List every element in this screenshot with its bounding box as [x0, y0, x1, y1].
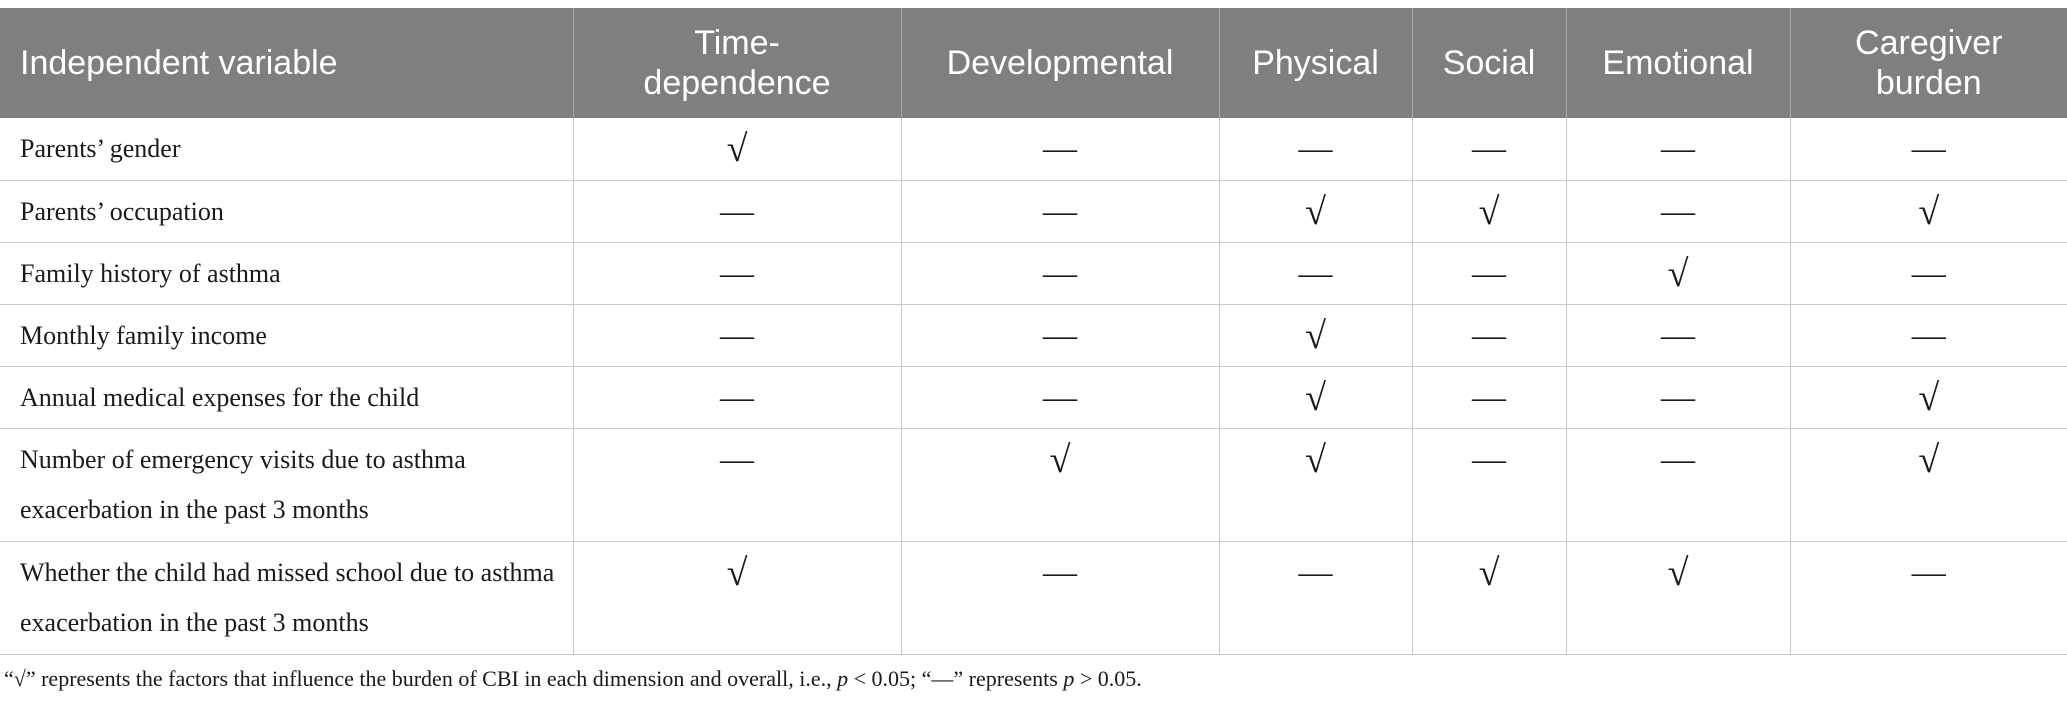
row-label: Number of emergency visits due to asthma… [0, 428, 574, 542]
cell-social: √ [1412, 541, 1567, 655]
results-table: Independent variable Time- dependence De… [0, 8, 2067, 655]
table-footnote: “√” represents the factors that influenc… [4, 666, 1142, 692]
header-independent-variable: Independent variable [0, 8, 574, 118]
row-label: Parents’ gender [0, 118, 574, 181]
cell-physical: — [1219, 118, 1413, 181]
table-row: Whether the child had missed school due … [0, 541, 2067, 655]
cell-time-dependence: — [573, 180, 902, 243]
cell-emotional: — [1566, 118, 1791, 181]
cell-social: — [1412, 428, 1567, 542]
cell-developmental: — [901, 541, 1220, 655]
cell-physical: √ [1219, 428, 1413, 542]
cell-physical: — [1219, 242, 1413, 305]
row-label: Annual medical expenses for the child [0, 366, 574, 429]
cell-emotional: — [1566, 304, 1791, 367]
cell-time-dependence: — [573, 242, 902, 305]
table-row: Monthly family income — — √ — — — [0, 304, 2067, 367]
table-body: Parents’ gender √ — — — — — Parents’ occupation… [0, 118, 2067, 655]
cell-social: — [1412, 118, 1567, 181]
cell-social: √ [1412, 180, 1567, 243]
footnote-p-symbol-2: p [1063, 666, 1075, 691]
cell-caregiver-burden: √ [1790, 428, 2067, 542]
header-emotional: Emotional [1566, 8, 1791, 118]
table-row: Parents’ occupation — — √ √ — √ [0, 180, 2067, 243]
row-label: Parents’ occupation [0, 180, 574, 243]
cell-physical: — [1219, 541, 1413, 655]
cell-time-dependence: — [573, 428, 902, 542]
cell-time-dependence: — [573, 304, 902, 367]
cell-emotional: √ [1566, 242, 1791, 305]
cell-emotional: √ [1566, 541, 1791, 655]
cell-developmental: — [901, 242, 1220, 305]
cell-developmental: √ [901, 428, 1220, 542]
header-developmental: Developmental [901, 8, 1220, 118]
cell-caregiver-burden: — [1790, 541, 2067, 655]
cell-emotional: — [1566, 180, 1791, 243]
header-social: Social [1412, 8, 1567, 118]
cell-time-dependence: — [573, 366, 902, 429]
row-label: Monthly family income [0, 304, 574, 367]
cell-physical: √ [1219, 366, 1413, 429]
cell-social: — [1412, 304, 1567, 367]
cell-social: — [1412, 366, 1567, 429]
header-caregiver-burden: Caregiver burden [1790, 8, 2067, 118]
footnote-p-symbol-1: p [837, 666, 849, 691]
table-header: Independent variable Time- dependence De… [0, 8, 2067, 118]
cell-caregiver-burden: √ [1790, 366, 2067, 429]
cell-caregiver-burden: √ [1790, 180, 2067, 243]
row-label: Family history of asthma [0, 242, 574, 305]
cell-caregiver-burden: — [1790, 242, 2067, 305]
cell-time-dependence: √ [573, 118, 902, 181]
header-time-dependence: Time- dependence [573, 8, 902, 118]
cell-developmental: — [901, 180, 1220, 243]
table-row: Parents’ gender √ — — — — — [0, 118, 2067, 181]
footnote-text-1: “√” represents the factors that influenc… [4, 666, 838, 691]
cell-developmental: — [901, 304, 1220, 367]
header-physical: Physical [1219, 8, 1413, 118]
footnote-text-3: > 0.05. [1074, 666, 1142, 691]
cell-caregiver-burden: — [1790, 118, 2067, 181]
cell-social: — [1412, 242, 1567, 305]
cell-time-dependence: √ [573, 541, 902, 655]
cell-developmental: — [901, 366, 1220, 429]
table-row: Number of emergency visits due to asthma… [0, 428, 2067, 542]
results-table-container: Independent variable Time- dependence De… [0, 8, 2067, 655]
header-row: Independent variable Time- dependence De… [0, 8, 2067, 118]
table-row: Family history of asthma — — — — √ — [0, 242, 2067, 305]
cell-emotional: — [1566, 366, 1791, 429]
cell-developmental: — [901, 118, 1220, 181]
row-label: Whether the child had missed school due … [0, 541, 574, 655]
footnote-text-2: < 0.05; “—” represents [848, 666, 1064, 691]
table-row: Annual medical expenses for the child — — √… [0, 366, 2067, 429]
cell-physical: √ [1219, 180, 1413, 243]
cell-physical: √ [1219, 304, 1413, 367]
cell-emotional: — [1566, 428, 1791, 542]
cell-caregiver-burden: — [1790, 304, 2067, 367]
